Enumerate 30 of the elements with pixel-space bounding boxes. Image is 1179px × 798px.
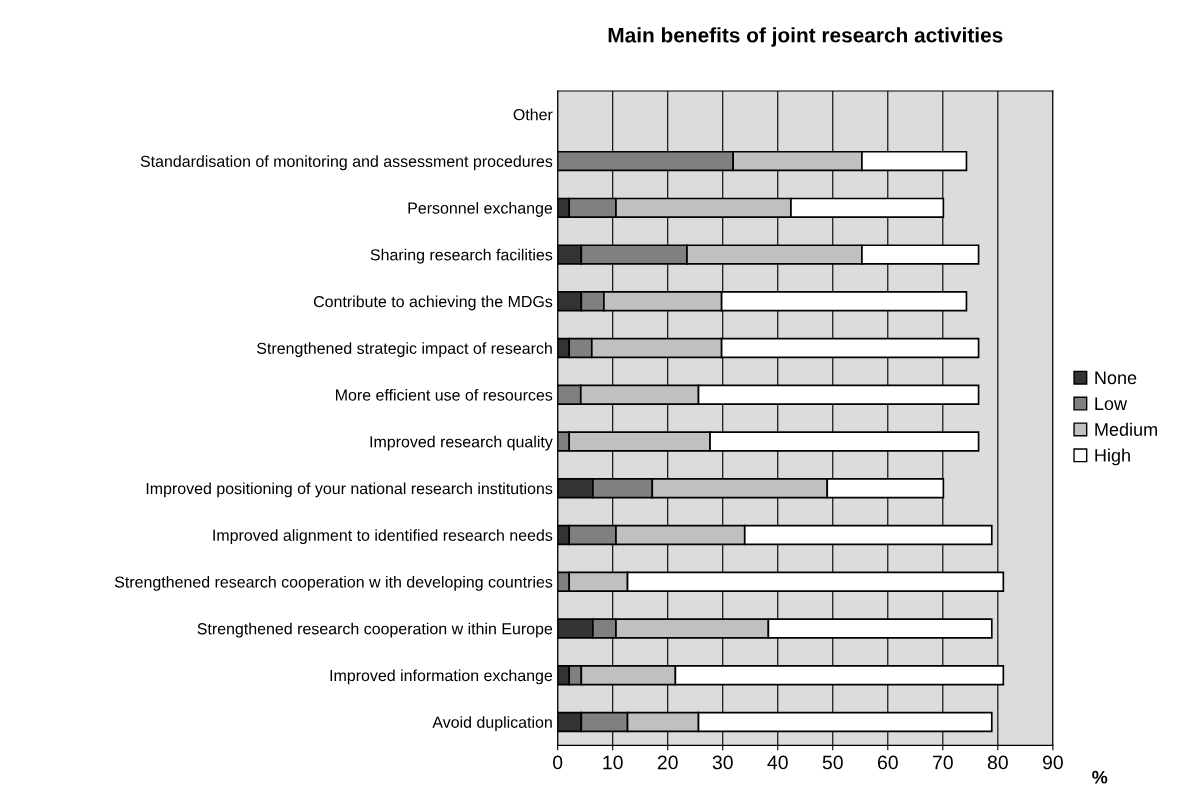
y-tick-label: Improved alignment to identified research needs (213, 529, 553, 545)
x-tick-label: 50 (822, 755, 843, 770)
x-tick-label: 80 (987, 755, 1008, 770)
x-tick-label: 70 (932, 755, 953, 770)
legend-label: High (1095, 448, 1130, 466)
x-tick-label: 60 (877, 755, 898, 770)
y-tick-label: Improved information exchange (330, 669, 553, 685)
y-tick-label: More efficient use of resources (336, 388, 553, 401)
y-tick-label: Personnel exchange (408, 202, 553, 217)
x-axis-title: % (1092, 770, 1108, 784)
y-tick-label: Sharing research facilities (370, 248, 553, 264)
y-tick-label: Improved positioning of your national research institutions (146, 482, 553, 498)
y-tick-label: Strengthened research cooperation w ithin Europe (197, 622, 553, 638)
chart-title: Main benefits of joint research activities (608, 27, 1003, 47)
y-tick-label: Avoid duplication (432, 716, 552, 732)
x-tick-label: 30 (712, 755, 733, 770)
legend-label: Low (1095, 397, 1128, 411)
y-tick-label: Strengthened strategic impact of research (257, 342, 552, 358)
y-tick-label: Standardisation of monitoring and assessment procedures (140, 155, 553, 171)
x-tick-label: 10 (603, 755, 623, 770)
y-tick-label: Strengthened research cooperation w ith developing countries (114, 575, 553, 591)
y-tick-label: Improved research quality (370, 435, 553, 451)
legend-label: Medium (1095, 422, 1157, 436)
y-tick-label: Contribute to achieving the MDGs (313, 295, 553, 311)
y-tick-label: Other (513, 108, 553, 121)
legend-label: None (1095, 371, 1137, 385)
x-tick-label: 0 (553, 755, 563, 770)
x-tick-label: 40 (767, 755, 788, 770)
x-tick-label: 90 (1042, 755, 1063, 770)
x-tick-label: 20 (657, 755, 678, 770)
